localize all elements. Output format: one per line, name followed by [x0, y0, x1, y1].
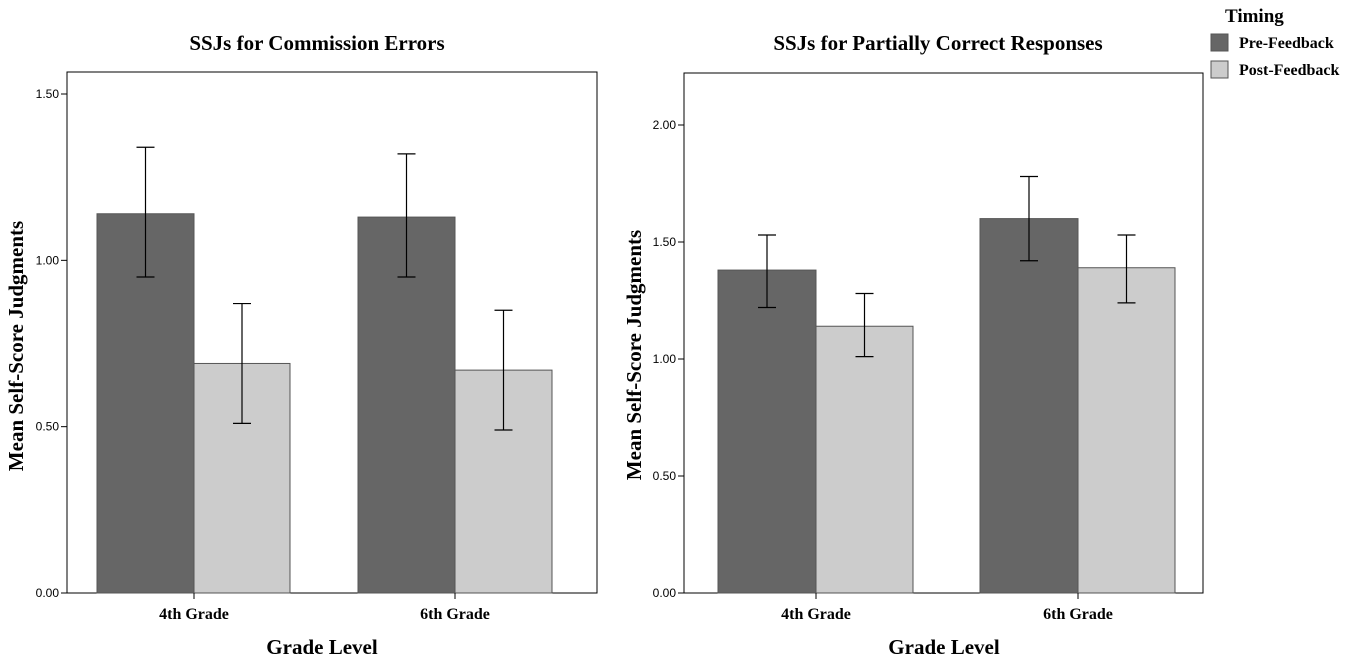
y-tick-label: 1.50	[653, 235, 677, 249]
x-tick-label: 4th Grade	[781, 606, 851, 623]
legend-title: Timing	[1225, 6, 1284, 27]
chart-commission-errors: SSJs for Commission Errors Grade Level M…	[4, 31, 598, 659]
chart-title: SSJs for Commission Errors	[189, 31, 444, 55]
y-tick-label: 0.00	[653, 586, 677, 600]
x-tick-label: 6th Grade	[420, 606, 490, 623]
chart-partially-correct: SSJs for Partially Correct Responses Gra…	[622, 31, 1204, 659]
y-tick-label: 1.00	[653, 352, 677, 366]
x-axis-title: Grade Level	[266, 635, 378, 659]
y-tick-label: 0.50	[36, 420, 60, 434]
legend-label-post-feedback: Post-Feedback	[1239, 62, 1340, 79]
bar-post-feedback	[815, 325, 914, 594]
y-tick-label: 0.50	[653, 469, 677, 483]
plot-area: 0.00 0.50 1.00 1.50 4th Grade 6th Grade	[36, 71, 598, 623]
y-tick-label: 1.00	[36, 253, 60, 267]
chart-title: SSJs for Partially Correct Responses	[773, 31, 1102, 55]
bar-pre-feedback	[357, 216, 456, 594]
y-tick-label: 2.00	[653, 118, 677, 132]
y-tick-label: 1.50	[36, 87, 60, 101]
y-axis-title: Mean Self-Score Judgments	[622, 230, 646, 480]
y-axis-title: Mean Self-Score Judgments	[4, 221, 28, 471]
plot-frame	[683, 72, 1204, 594]
x-tick-label: 6th Grade	[1043, 606, 1113, 623]
legend-swatch-pre-feedback	[1210, 33, 1229, 52]
legend: Timing Pre-Feedback Post-Feedback	[1210, 6, 1340, 79]
x-tick-label: 4th Grade	[159, 606, 229, 623]
y-tick-label: 0.00	[36, 586, 60, 600]
legend-swatch-post-feedback	[1210, 60, 1229, 79]
x-axis-title: Grade Level	[888, 635, 1000, 659]
bar-pre-feedback	[979, 218, 1079, 594]
legend-label-pre-feedback: Pre-Feedback	[1239, 35, 1334, 52]
bar-post-feedback	[1077, 267, 1176, 594]
bar-pre-feedback	[717, 269, 817, 594]
plot-frame	[66, 71, 598, 594]
plot-area: 0.00 0.50 1.00 1.50 2.00 4th Grade 6th Grade	[653, 72, 1204, 623]
